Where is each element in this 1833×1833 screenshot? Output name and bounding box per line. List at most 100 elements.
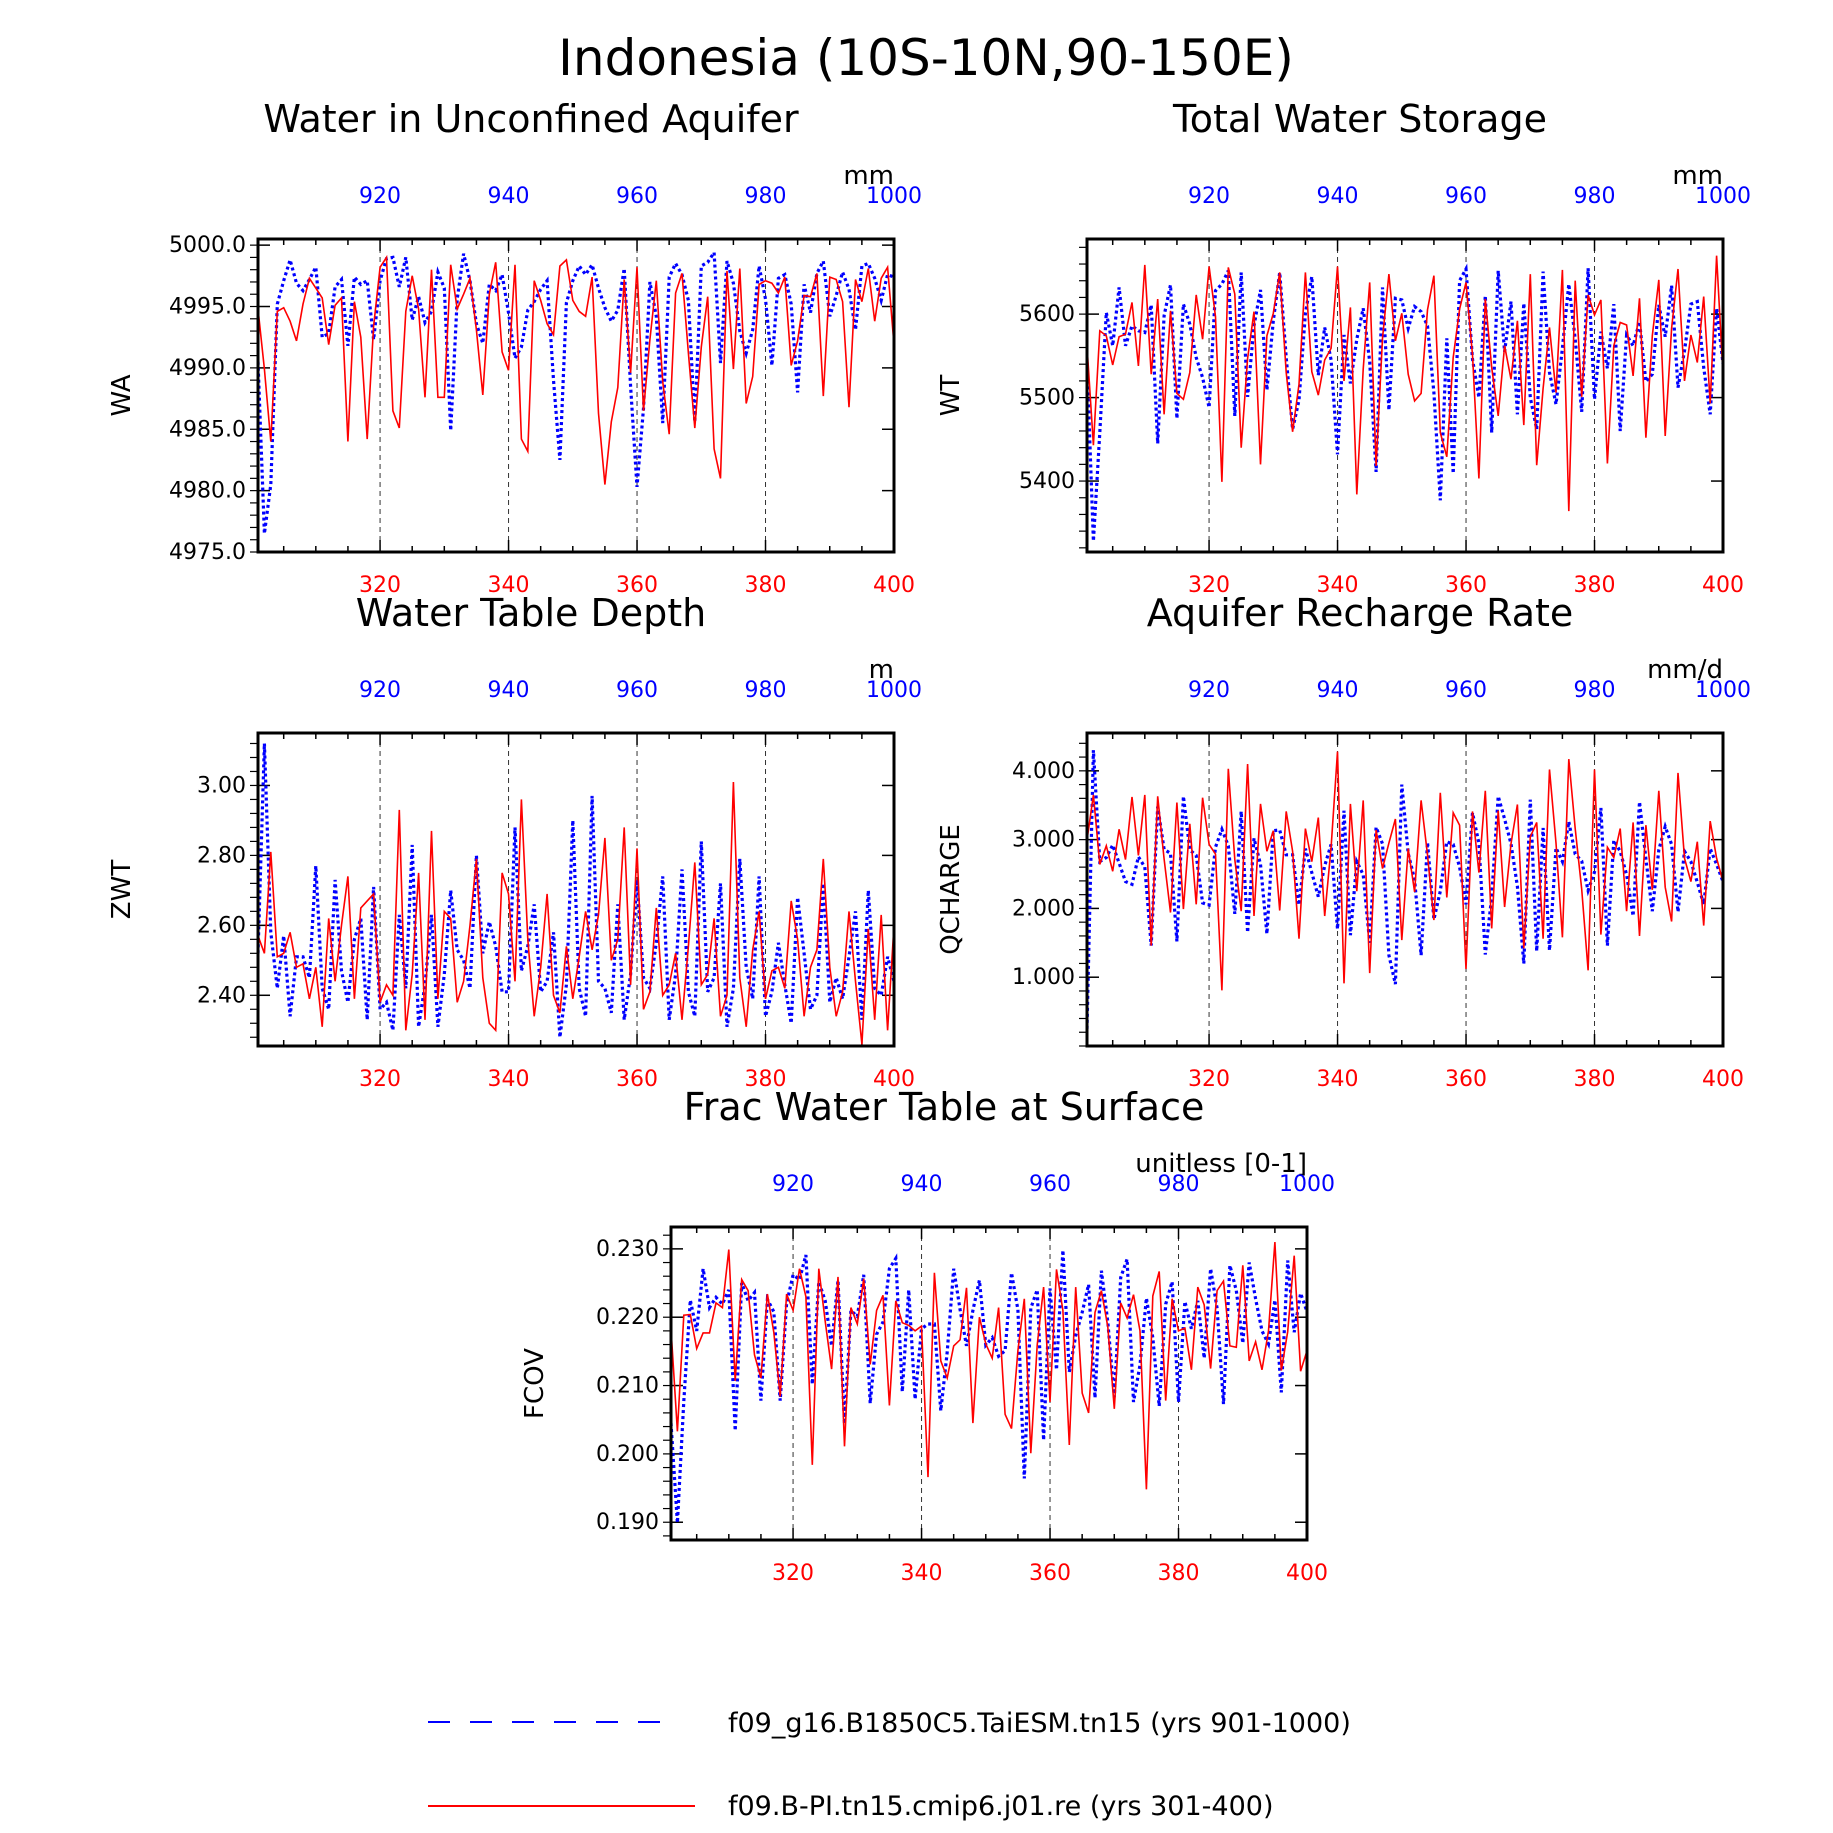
units-label: mm	[843, 161, 894, 191]
panel-qcharge: Aquifer Recharge Rate mm/d QCHARGE 320 340 36…	[936, 591, 1751, 1092]
x-bottom-tick-label: 360	[616, 1067, 658, 1092]
x-bottom-tick-label: 320	[1188, 1067, 1230, 1092]
series-line-case2	[671, 1241, 1307, 1490]
units-label: unitless [0-1]	[1135, 1149, 1307, 1179]
x-bottom-tick-label: 340	[1317, 573, 1359, 598]
x-top-tick-label: 920	[1188, 678, 1230, 703]
x-top-tick-label: 940	[1317, 678, 1359, 703]
figure-title: Indonesia (10S-10N,90-150E)	[558, 29, 1294, 87]
panel-wt: Total Water Storage mm WT 320 340 360 380 400 92…	[936, 97, 1751, 598]
x-bottom-tick-label: 360	[1029, 1561, 1071, 1586]
plot-frame	[1085, 237, 1725, 554]
x-top-tick-label: 960	[616, 678, 658, 703]
x-top-tick-label: 920	[359, 678, 401, 703]
units-label: m	[869, 655, 894, 685]
x-bottom-tick-label: 340	[1317, 1067, 1359, 1092]
x-bottom-tick-label: 400	[1286, 1561, 1328, 1586]
y-tick-label: 0.230	[596, 1237, 659, 1262]
y-tick-label: 1.000	[1012, 965, 1075, 990]
x-bottom-tick-label: 320	[359, 1067, 401, 1092]
x-top-tick-label: 1000	[1279, 1172, 1335, 1197]
x-top-tick-label: 960	[1029, 1172, 1071, 1197]
y-axis-label: QCHARGE	[936, 824, 966, 955]
units-label: mm	[1672, 161, 1723, 191]
series-line-case1	[671, 1250, 1307, 1524]
x-top-tick-label: 920	[359, 184, 401, 209]
series-line-case2	[1087, 751, 1723, 991]
x-top-tick-label: 920	[1188, 184, 1230, 209]
series-line-case1	[258, 743, 894, 1038]
legend-label-case2: f09.B-PI.tn15.cmip6.j01.re (yrs 301-400)	[728, 1791, 1273, 1822]
y-tick-label: 3.000	[1012, 828, 1075, 853]
y-tick-label: 0.190	[596, 1510, 659, 1535]
panel-title: Water in Unconfined Aquifer	[263, 97, 799, 141]
x-bottom-tick-label: 320	[1188, 573, 1230, 598]
x-top-tick-label: 940	[488, 678, 530, 703]
x-bottom-tick-label: 360	[616, 573, 658, 598]
y-tick-label: 5600	[1019, 302, 1075, 327]
series-line-case1	[1087, 263, 1723, 542]
units-label: mm/d	[1647, 655, 1723, 685]
y-tick-label: 2.40	[197, 983, 246, 1008]
x-bottom-tick-label: 400	[1702, 1067, 1744, 1092]
panel-wa: Water in Unconfined Aquifer mm WA 320 340 360…	[107, 97, 922, 598]
x-bottom-tick-label: 340	[901, 1561, 943, 1586]
panel-title: Water Table Depth	[356, 591, 707, 635]
x-bottom-tick-label: 380	[1158, 1561, 1200, 1586]
x-top-tick-label: 940	[901, 1172, 943, 1197]
y-axis-label: ZWT	[107, 860, 137, 920]
y-tick-label: 0.200	[596, 1442, 659, 1467]
x-top-tick-label: 980	[745, 184, 787, 209]
panel-zwt: Water Table Depth m ZWT 320 340 360 380 400 920 9…	[107, 591, 922, 1092]
y-tick-label: 4980.0	[169, 479, 246, 504]
x-top-tick-label: 1000	[1695, 678, 1751, 703]
panel-title: Aquifer Recharge Rate	[1147, 591, 1574, 635]
y-axis-label: WA	[107, 374, 137, 416]
x-top-tick-label: 1000	[1695, 184, 1751, 209]
x-bottom-tick-label: 400	[873, 1067, 915, 1092]
y-axis-label: WT	[936, 375, 966, 417]
y-tick-label: 0.220	[596, 1305, 659, 1330]
panel-title: Total Water Storage	[1172, 97, 1547, 141]
plot-frame	[1085, 731, 1725, 1048]
x-top-tick-label: 1000	[866, 678, 922, 703]
x-bottom-tick-label: 320	[359, 573, 401, 598]
panel-fcov: Frac Water Table at Surface unitless [0-1…	[520, 1085, 1335, 1586]
x-top-tick-label: 940	[1317, 184, 1359, 209]
plot-frame	[256, 237, 896, 554]
legend: f09_g16.B1850C5.TaiESM.tn15 (yrs 901-100…	[428, 1708, 1351, 1822]
y-tick-label: 5400	[1019, 469, 1075, 494]
x-bottom-tick-label: 400	[1702, 573, 1744, 598]
x-top-tick-label: 960	[1445, 678, 1487, 703]
x-top-tick-label: 940	[488, 184, 530, 209]
x-bottom-tick-label: 360	[1445, 573, 1487, 598]
series-line-case2	[258, 781, 894, 1045]
y-tick-label: 5000.0	[169, 233, 246, 258]
x-bottom-tick-label: 340	[488, 1067, 530, 1092]
x-top-tick-label: 960	[616, 184, 658, 209]
x-bottom-tick-label: 320	[772, 1561, 814, 1586]
y-tick-label: 3.00	[197, 773, 246, 798]
y-tick-label: 5500	[1019, 386, 1075, 411]
series-line-case2	[1087, 255, 1723, 512]
x-bottom-tick-label: 380	[745, 573, 787, 598]
plot-frame	[256, 731, 896, 1048]
x-top-tick-label: 980	[1574, 184, 1616, 209]
x-top-tick-label: 980	[1158, 1172, 1200, 1197]
y-tick-label: 4995.0	[169, 295, 246, 320]
y-tick-label: 0.210	[596, 1374, 659, 1399]
x-top-tick-label: 1000	[866, 184, 922, 209]
x-top-tick-label: 980	[745, 678, 787, 703]
x-bottom-tick-label: 360	[1445, 1067, 1487, 1092]
panel-title: Frac Water Table at Surface	[684, 1085, 1205, 1129]
y-axis-label: FCOV	[520, 1348, 550, 1419]
series-line-case1	[258, 247, 894, 534]
y-tick-label: 2.000	[1012, 896, 1075, 921]
y-tick-label: 2.60	[197, 913, 246, 938]
x-bottom-tick-label: 340	[488, 573, 530, 598]
x-top-tick-label: 980	[1574, 678, 1616, 703]
x-bottom-tick-label: 380	[745, 1067, 787, 1092]
y-tick-label: 4.000	[1012, 759, 1075, 784]
plot-frame	[669, 1225, 1309, 1542]
y-tick-label: 4975.0	[169, 540, 246, 565]
